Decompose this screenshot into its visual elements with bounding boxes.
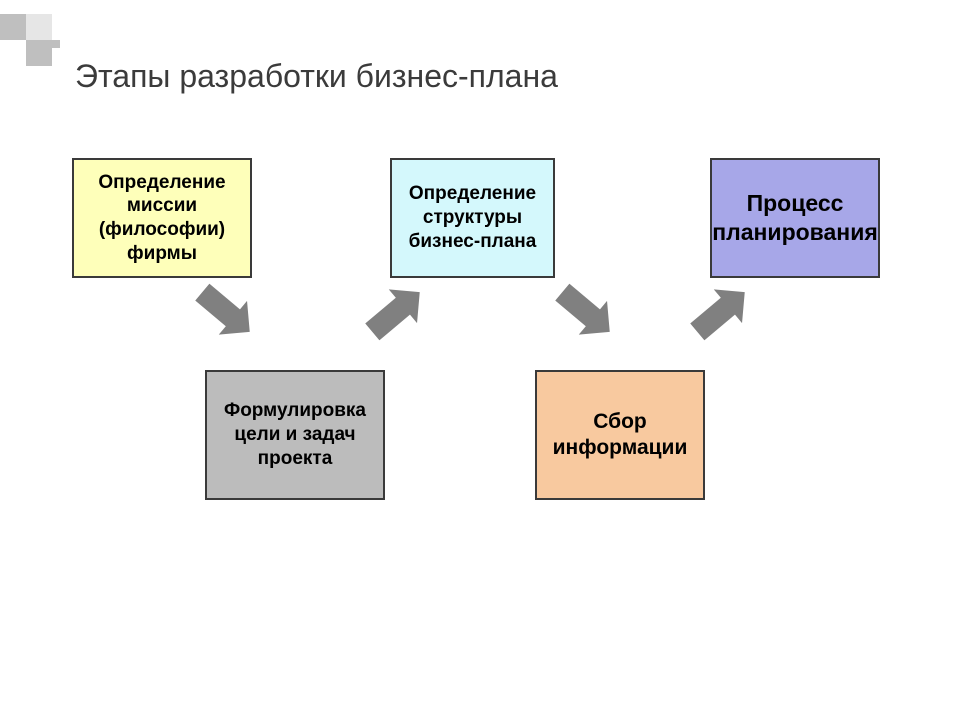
arrow-a2: [358, 275, 434, 349]
slide-title: Этапы разработки бизнес-плана: [75, 58, 558, 95]
node-process: Процесс планирования: [710, 158, 880, 278]
node-goals: Формулировка цели и задач проекта: [205, 370, 385, 500]
node-collect: Сбор информации: [535, 370, 705, 500]
slide-stage: { "canvas": { "width": 960, "height": 72…: [0, 0, 960, 720]
decor-square: [0, 14, 26, 40]
arrow-a4: [683, 275, 759, 349]
node-label: Определение миссии (философии) фирмы: [78, 171, 246, 266]
arrow-a1: [188, 275, 264, 349]
node-label: Определение структуры бизнес-плана: [396, 182, 549, 253]
arrow-a3: [548, 275, 624, 349]
node-label: Формулировка цели и задач проекта: [211, 399, 379, 470]
node-structure: Определение структуры бизнес-плана: [390, 158, 555, 278]
decor-square: [26, 40, 52, 66]
node-label: Сбор информации: [541, 409, 699, 462]
decor-square: [26, 14, 52, 40]
node-label: Процесс планирования: [712, 189, 878, 247]
node-mission: Определение миссии (философии) фирмы: [72, 158, 252, 278]
decor-square: [52, 40, 60, 48]
